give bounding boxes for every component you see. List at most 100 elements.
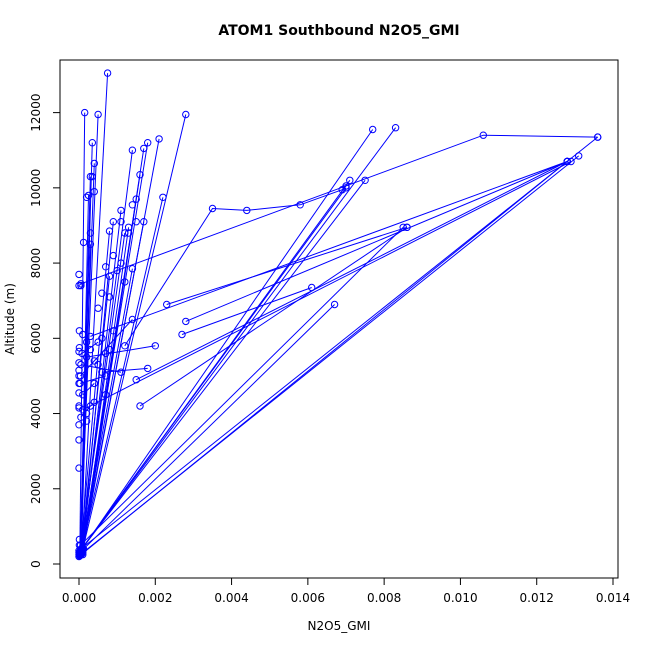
data-point xyxy=(90,379,99,388)
data-point xyxy=(75,281,83,290)
data-point xyxy=(109,251,118,260)
data-point xyxy=(82,353,91,361)
y-tick-label: 12000 xyxy=(29,94,43,132)
data-point xyxy=(163,300,171,309)
profile-line xyxy=(80,244,91,555)
profile-line xyxy=(80,195,89,555)
data-point xyxy=(182,110,190,119)
profile-line xyxy=(81,179,366,550)
data-point xyxy=(159,193,167,202)
data-point xyxy=(128,146,137,154)
data-point xyxy=(90,159,99,168)
data-point xyxy=(86,402,95,410)
data-point xyxy=(75,379,83,388)
data-point xyxy=(75,389,83,397)
profile-line xyxy=(135,161,568,381)
data-point xyxy=(98,289,106,297)
profile-line xyxy=(124,185,347,347)
data-point xyxy=(75,270,83,279)
data-point xyxy=(77,281,85,290)
data-point xyxy=(75,547,83,555)
data-point xyxy=(136,171,144,179)
data-point xyxy=(75,535,84,544)
data-point xyxy=(75,552,83,561)
data-point xyxy=(102,372,110,380)
data-point xyxy=(121,229,129,237)
data-point xyxy=(90,357,99,365)
data-point xyxy=(124,229,133,237)
data-point xyxy=(243,206,251,215)
data-point xyxy=(117,206,125,215)
data-point xyxy=(75,549,83,557)
profile-line xyxy=(82,161,572,411)
data-point xyxy=(82,409,91,418)
data-point xyxy=(103,69,112,77)
data-point xyxy=(94,360,102,369)
profile-line xyxy=(181,287,312,335)
data-point xyxy=(124,223,133,232)
profile-line xyxy=(80,268,133,554)
data-point xyxy=(86,332,95,341)
x-tick-label: 0.008 xyxy=(367,591,401,605)
data-point xyxy=(128,201,137,209)
profile-line xyxy=(90,161,568,337)
y-tick-label: 10000 xyxy=(29,169,43,207)
profile-line xyxy=(82,155,580,554)
data-point xyxy=(109,327,118,335)
data-point xyxy=(79,391,87,399)
data-point xyxy=(128,315,137,324)
data-point xyxy=(90,187,99,196)
data-point xyxy=(338,186,346,194)
data-point xyxy=(86,240,95,249)
profile-line xyxy=(82,227,130,550)
data-point xyxy=(84,191,93,200)
y-tick-label: 4000 xyxy=(29,398,43,429)
data-point xyxy=(102,263,110,271)
x-tick-label: 0.004 xyxy=(214,591,248,605)
data-point xyxy=(144,139,152,147)
y-tick-label: 6000 xyxy=(29,323,43,354)
x-tick-label: 0.014 xyxy=(596,591,630,605)
data-point xyxy=(94,304,102,312)
data-point xyxy=(79,238,88,247)
data-point xyxy=(178,330,186,339)
data-point xyxy=(86,229,95,237)
profile-line xyxy=(80,405,91,418)
profile-line xyxy=(79,231,110,555)
data-point xyxy=(144,364,152,373)
data-point xyxy=(105,345,114,354)
data-point xyxy=(94,338,102,346)
y-axis-label: Altitude (m) xyxy=(3,283,17,355)
profile-line xyxy=(78,134,598,286)
profile-line xyxy=(185,161,568,322)
data-point xyxy=(140,144,148,153)
x-tick-label: 0.010 xyxy=(443,591,477,605)
data-point xyxy=(121,342,129,350)
data-point xyxy=(479,131,487,139)
data-point xyxy=(155,135,163,143)
data-point xyxy=(399,223,407,232)
x-tick-label: 0.000 xyxy=(62,591,96,605)
data-point xyxy=(79,330,87,339)
data-point xyxy=(75,359,83,367)
profile-line xyxy=(80,364,122,373)
data-point xyxy=(75,550,83,559)
data-point xyxy=(330,300,339,309)
data-point xyxy=(82,193,91,202)
data-point xyxy=(594,133,602,141)
y-tick-label: 8000 xyxy=(29,248,43,279)
data-point xyxy=(121,278,129,286)
data-point xyxy=(81,108,89,117)
profile-line xyxy=(82,383,95,396)
data-point xyxy=(117,259,125,267)
x-tick-label: 0.002 xyxy=(138,591,172,605)
profile-line xyxy=(79,304,335,554)
data-point xyxy=(132,195,140,203)
y-tick-label: 2000 xyxy=(29,473,43,504)
data-point xyxy=(369,125,377,134)
data-point xyxy=(113,266,121,275)
data-point xyxy=(391,124,400,132)
profile-line xyxy=(80,136,599,550)
data-point xyxy=(132,376,140,384)
